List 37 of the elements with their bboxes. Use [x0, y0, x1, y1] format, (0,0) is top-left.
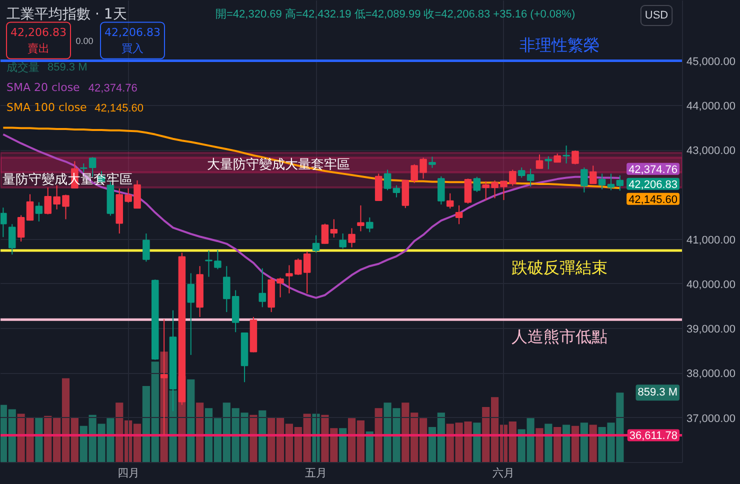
y-tick-label: 43,000.00 — [686, 145, 736, 158]
x-tick-label: 五月 — [305, 466, 328, 480]
bar — [187, 379, 195, 462]
ref-line-label: 非理性繁榮 — [520, 35, 600, 54]
bar — [374, 408, 382, 462]
candlestick — [0, 207, 7, 238]
x-tick-label: 四月 — [117, 466, 140, 480]
bar — [580, 422, 588, 462]
x-tick-label: 六月 — [492, 466, 515, 480]
bar — [589, 424, 597, 462]
bar — [554, 427, 562, 462]
bar — [473, 422, 481, 462]
chart-title: 工業平均指數 · 1天 — [6, 6, 127, 22]
bar — [250, 414, 258, 462]
annotation: 開=42,320.69 高=42,432.19 低=42,089.99 收=42,206.83 +35.16 (+0.08%) — [216, 8, 576, 20]
bar — [544, 424, 552, 462]
annotation: 0.00 — [76, 36, 94, 46]
annotation: 42,206.83 — [104, 26, 160, 40]
bar — [536, 428, 544, 462]
annotation: 買入 — [122, 42, 144, 55]
bar — [258, 410, 266, 462]
bar — [35, 417, 43, 462]
y-tick-label: 44,000.00 — [686, 100, 736, 112]
y-tick-label: 40,000.00 — [686, 278, 736, 291]
annotation: 36,611.78 — [629, 430, 678, 442]
y-tick-label: 38,000.00 — [686, 368, 736, 380]
text: USD — [644, 10, 668, 22]
y-tick-label: 41,000.00 — [686, 234, 736, 246]
bar — [196, 402, 204, 462]
bar — [571, 426, 580, 462]
y-tick-label: 45,000.00 — [686, 56, 736, 68]
y-tick-label: 37,000.00 — [686, 412, 736, 425]
annotation: 42,206.83 — [10, 26, 66, 40]
y-tick-label: 39,000.00 — [686, 324, 736, 336]
bar — [562, 424, 570, 462]
annotation: 賣出 — [28, 42, 50, 55]
bar — [339, 428, 347, 462]
